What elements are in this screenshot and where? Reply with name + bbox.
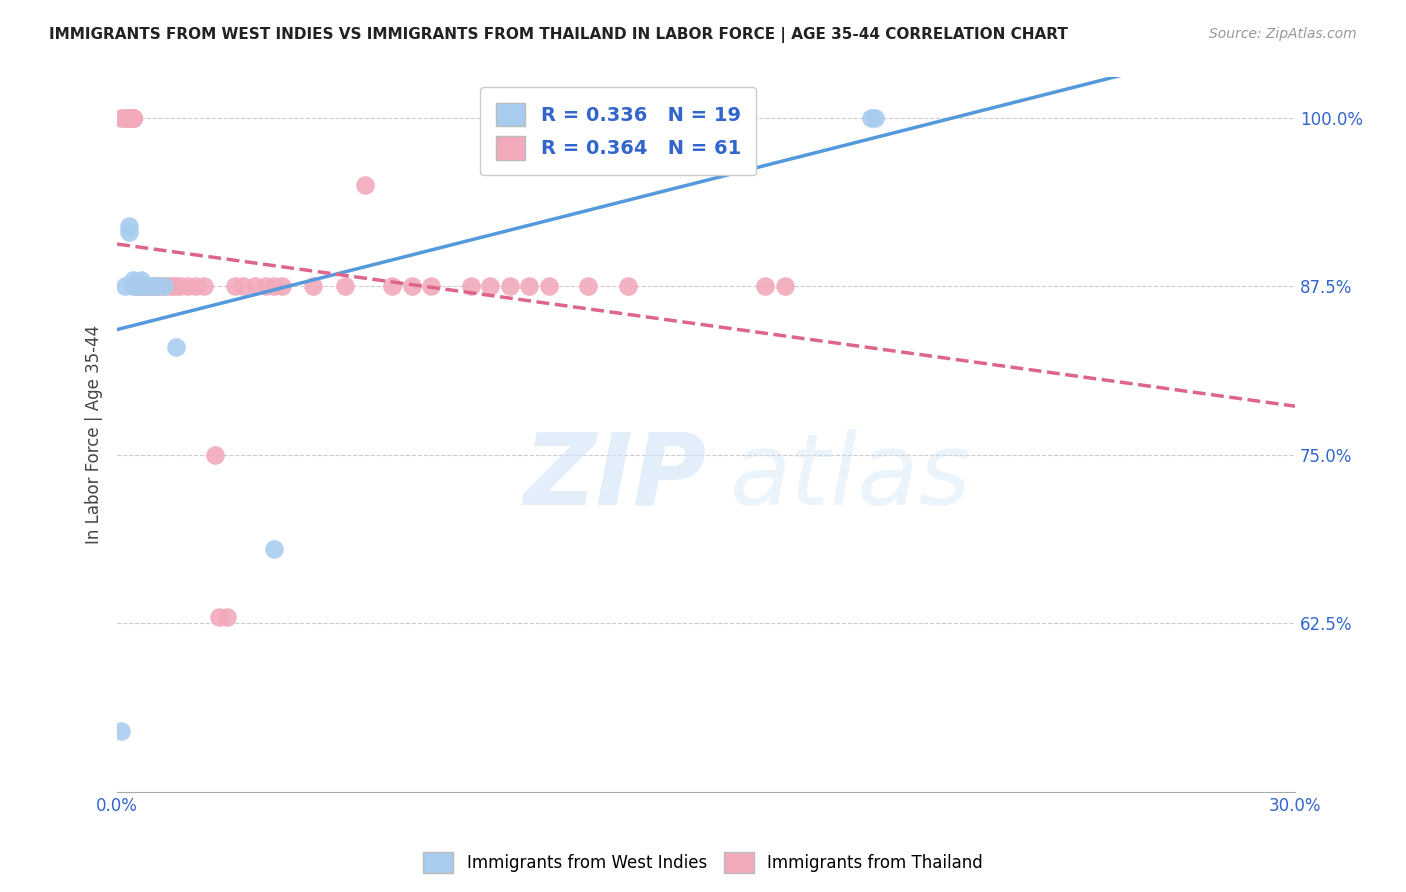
Point — [160, 279, 183, 293]
Point — [138, 279, 160, 293]
Point — [157, 279, 180, 293]
Point — [114, 111, 136, 125]
Point — [499, 279, 522, 293]
Point — [141, 279, 163, 293]
Point — [138, 279, 160, 293]
Point — [122, 111, 145, 125]
Point — [114, 111, 136, 125]
Point — [165, 340, 187, 354]
Point — [271, 279, 294, 293]
Point — [149, 279, 172, 293]
Point — [616, 279, 638, 293]
Point — [110, 111, 132, 125]
Text: ZIP: ZIP — [523, 429, 706, 526]
Point — [208, 609, 231, 624]
Point — [125, 279, 148, 293]
Point — [122, 111, 145, 125]
Point — [460, 279, 482, 293]
Point — [122, 279, 145, 293]
Point — [125, 279, 148, 293]
Point — [145, 279, 167, 293]
Point — [263, 279, 285, 293]
Point — [118, 226, 141, 240]
Point — [863, 111, 886, 125]
Point — [122, 111, 145, 125]
Point — [110, 724, 132, 739]
Point — [381, 279, 404, 293]
Point — [125, 279, 148, 293]
Point — [134, 279, 156, 293]
Point — [353, 178, 375, 193]
Point — [129, 279, 152, 293]
Point — [125, 275, 148, 289]
Point — [254, 279, 277, 293]
Point — [243, 279, 266, 293]
Point — [754, 279, 776, 293]
Point — [401, 279, 423, 293]
Point — [538, 279, 561, 293]
Legend: Immigrants from West Indies, Immigrants from Thailand: Immigrants from West Indies, Immigrants … — [416, 846, 990, 880]
Point — [141, 279, 163, 293]
Point — [773, 279, 796, 293]
Point — [169, 279, 191, 293]
Point — [138, 279, 160, 293]
Point — [420, 279, 443, 293]
Point — [125, 279, 148, 293]
Text: Source: ZipAtlas.com: Source: ZipAtlas.com — [1209, 27, 1357, 41]
Point — [184, 279, 207, 293]
Point — [114, 279, 136, 293]
Point — [129, 279, 152, 293]
Point — [217, 609, 239, 624]
Point — [193, 279, 215, 293]
Point — [118, 111, 141, 125]
Point — [145, 279, 167, 293]
Point — [129, 279, 152, 293]
Point — [859, 111, 882, 125]
Point — [519, 279, 541, 293]
Point — [122, 111, 145, 125]
Point — [204, 448, 226, 462]
Y-axis label: In Labor Force | Age 35-44: In Labor Force | Age 35-44 — [86, 325, 103, 544]
Point — [224, 279, 246, 293]
Point — [153, 279, 176, 293]
Point — [141, 279, 163, 293]
Point — [118, 111, 141, 125]
Point — [134, 279, 156, 293]
Point — [302, 279, 325, 293]
Point — [145, 279, 167, 293]
Point — [122, 272, 145, 286]
Point — [177, 279, 200, 293]
Point — [333, 279, 356, 293]
Point — [125, 279, 148, 293]
Point — [165, 279, 187, 293]
Point — [122, 111, 145, 125]
Point — [134, 279, 156, 293]
Point — [129, 272, 152, 286]
Point — [479, 279, 502, 293]
Text: atlas: atlas — [730, 429, 972, 526]
Point — [118, 111, 141, 125]
Text: IMMIGRANTS FROM WEST INDIES VS IMMIGRANTS FROM THAILAND IN LABOR FORCE | AGE 35-: IMMIGRANTS FROM WEST INDIES VS IMMIGRANT… — [49, 27, 1069, 43]
Point — [263, 542, 285, 557]
Point — [118, 219, 141, 233]
Point — [118, 111, 141, 125]
Point — [122, 111, 145, 125]
Point — [153, 279, 176, 293]
Point — [232, 279, 254, 293]
Point — [129, 279, 152, 293]
Legend: R = 0.336   N = 19, R = 0.364   N = 61: R = 0.336 N = 19, R = 0.364 N = 61 — [481, 87, 756, 176]
Point — [576, 279, 599, 293]
